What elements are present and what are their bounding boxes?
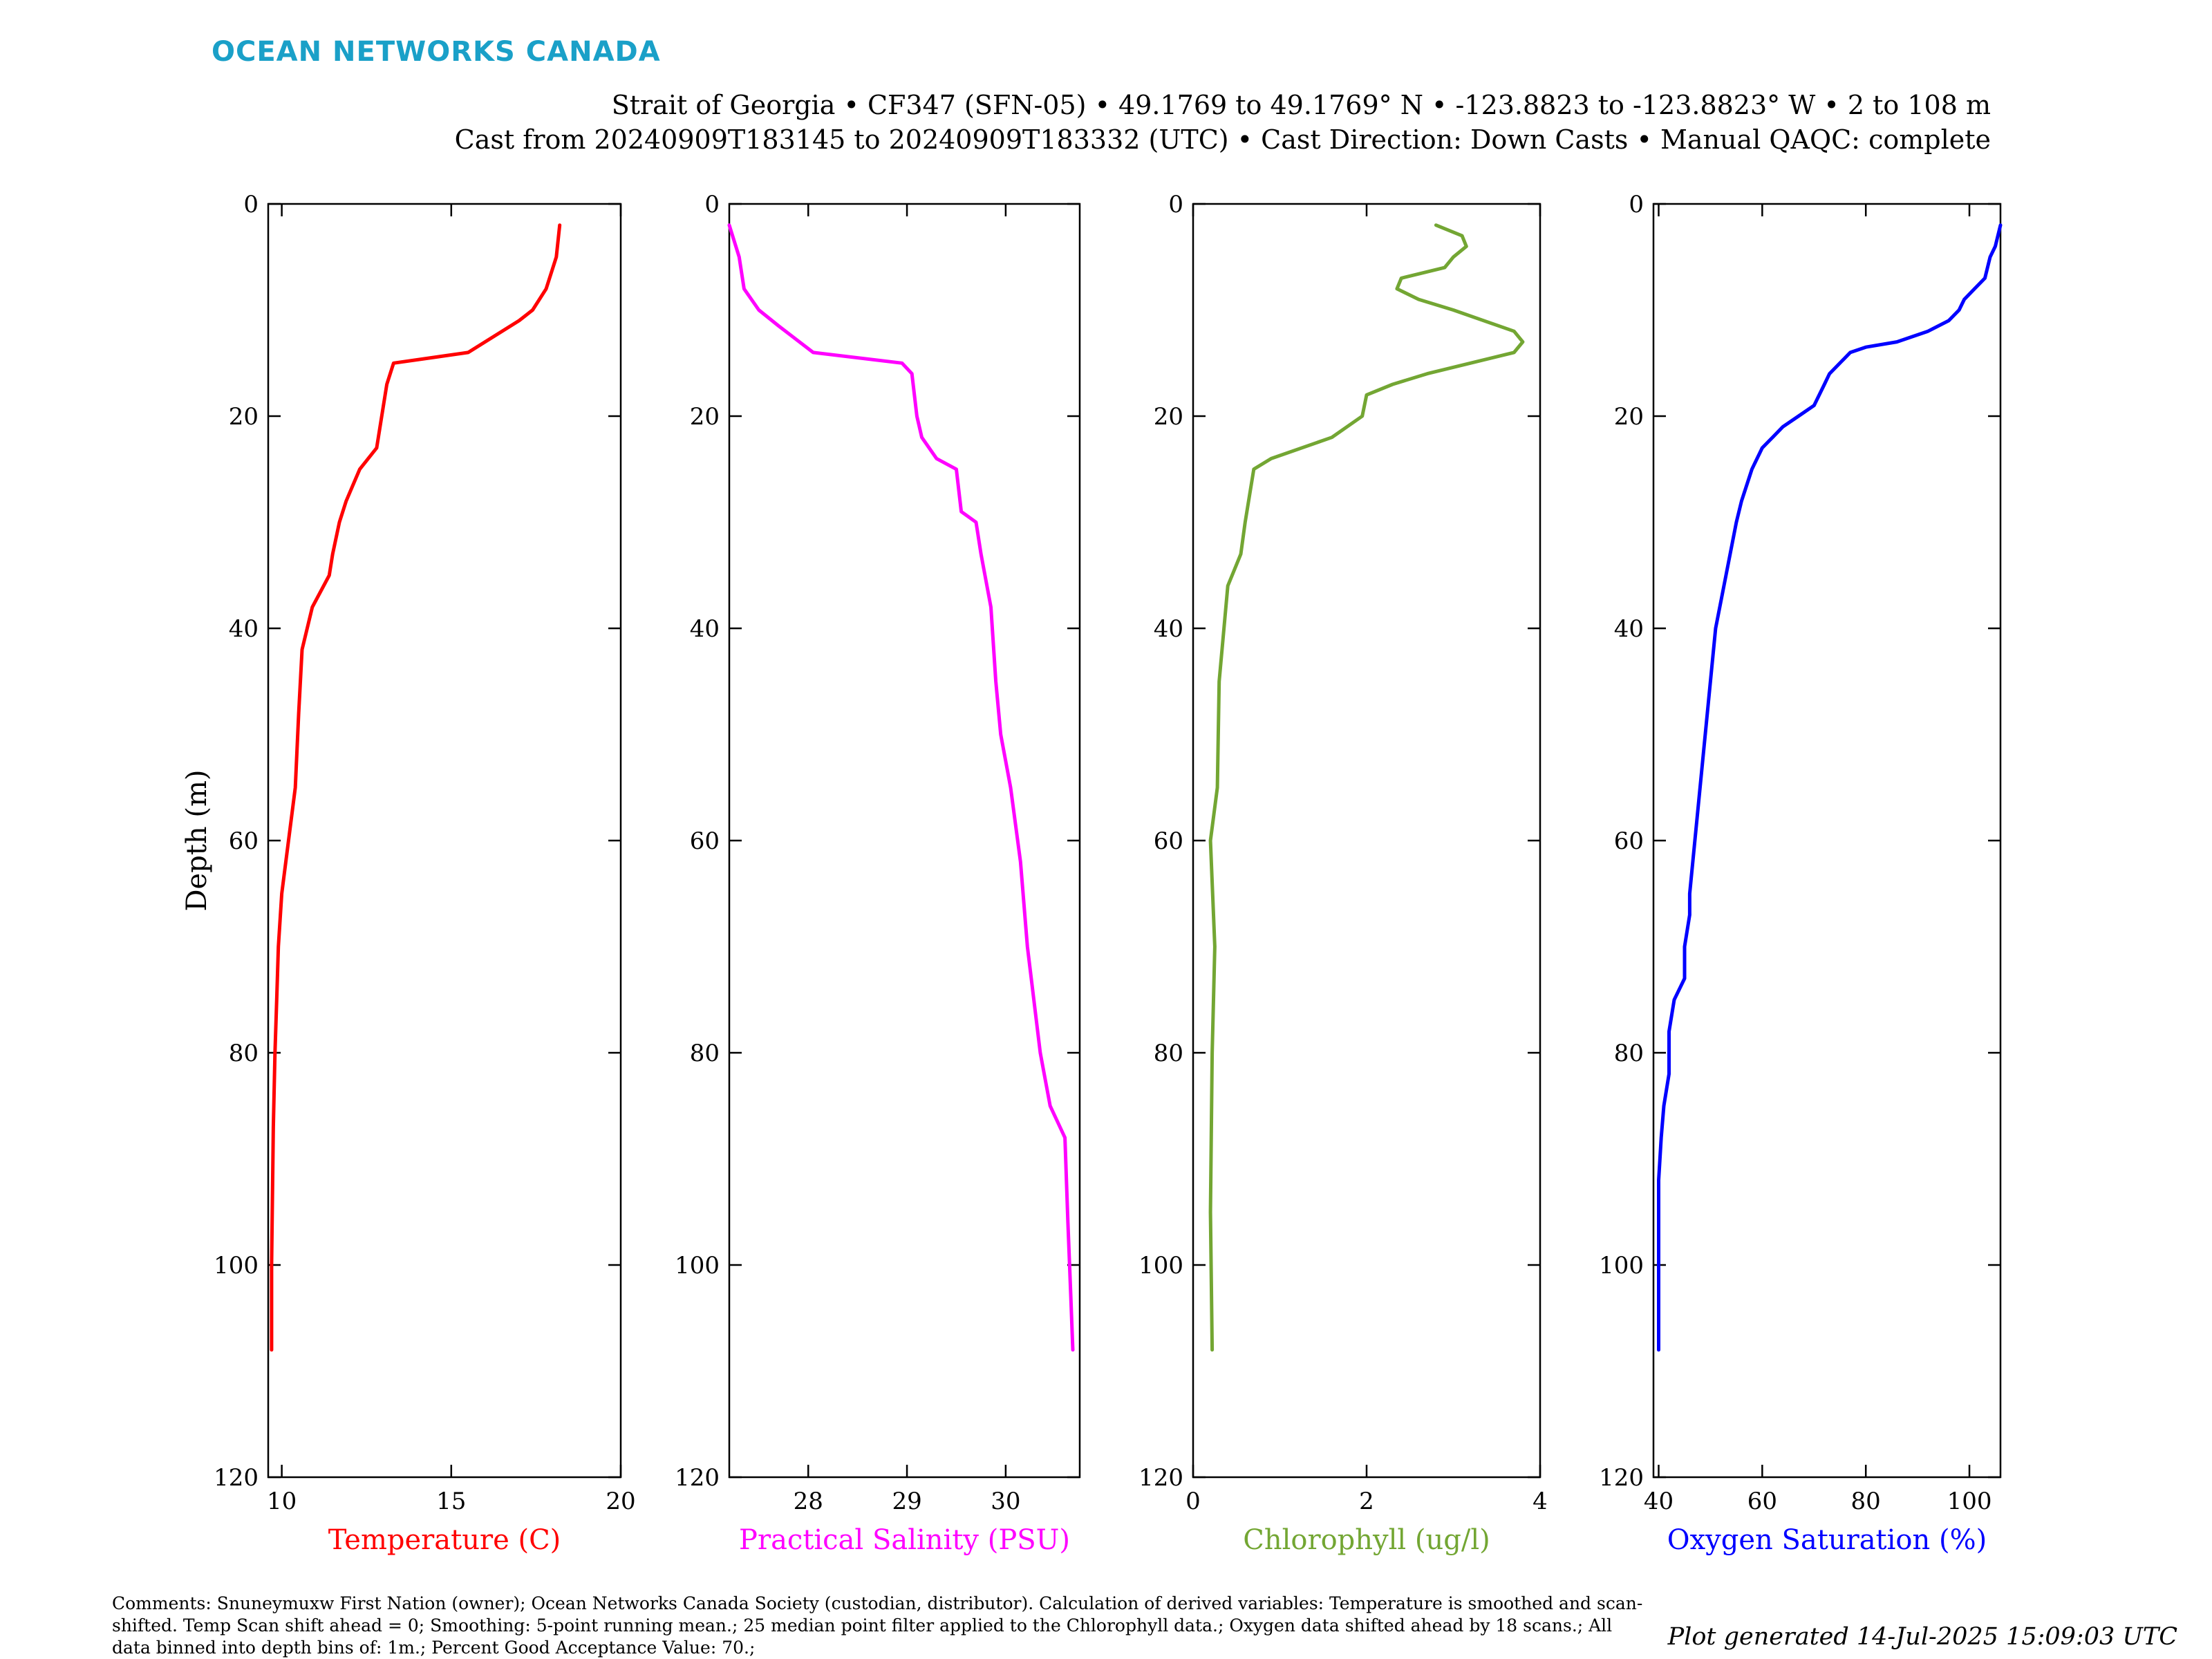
y-tick-label: 120 <box>1599 1464 1644 1492</box>
y-tick-label: 100 <box>1599 1252 1644 1280</box>
x-axis-label: Oxygen Saturation (%) <box>1667 1524 1987 1556</box>
profile-line-2 <box>727 223 1075 1352</box>
plot-frame <box>728 203 1081 1479</box>
y-tick-label: 0 <box>704 191 720 218</box>
y-tick-label: 80 <box>229 1040 259 1067</box>
profile-line-4 <box>1657 223 2003 1352</box>
y-tick-label: 80 <box>1614 1040 1644 1067</box>
y-tick-label: 120 <box>675 1464 720 1492</box>
y-tick-label: 100 <box>675 1252 720 1280</box>
x-tick-label: 0 <box>1185 1488 1201 1515</box>
x-tick-label: 15 <box>436 1488 466 1515</box>
y-tick-label: 0 <box>243 191 259 218</box>
x-tick-label: 4 <box>1533 1488 1548 1515</box>
y-tick-label: 80 <box>690 1040 720 1067</box>
y-tick-label: 40 <box>690 615 720 643</box>
x-tick-label: 29 <box>892 1488 921 1515</box>
comments-text: Comments: Snuneymuxw First Nation (owner… <box>112 1593 1643 1658</box>
y-tick-label: 60 <box>690 827 720 855</box>
y-axis-label: Depth (m) <box>181 769 213 911</box>
x-tick-label: 2 <box>1359 1488 1374 1515</box>
x-tick-label: 60 <box>1747 1488 1777 1515</box>
profile-line-3 <box>1208 223 1525 1352</box>
x-axis-label: Chlorophyll (ug/l) <box>1243 1524 1490 1556</box>
y-tick-label: 120 <box>214 1464 259 1492</box>
profile-line-1 <box>270 223 562 1352</box>
y-tick-label: 100 <box>214 1252 259 1280</box>
y-tick-label: 0 <box>1629 191 1644 218</box>
y-tick-label: 60 <box>1154 827 1183 855</box>
x-tick-label: 80 <box>1851 1488 1881 1515</box>
plot-frame <box>267 203 622 1479</box>
x-tick-label: 28 <box>794 1488 823 1515</box>
plot-generated-timestamp: Plot generated 14-Jul-2025 15:09:03 UTC <box>1667 1623 2177 1651</box>
x-axis-label: Practical Salinity (PSU) <box>739 1524 1070 1556</box>
header-cast-line: Cast from 20240909T183145 to 20240909T18… <box>454 124 1991 155</box>
x-tick-label: 10 <box>267 1488 297 1515</box>
y-tick-label: 120 <box>1138 1464 1183 1492</box>
y-tick-label: 40 <box>1154 615 1183 643</box>
x-tick-label: 100 <box>1947 1488 1992 1515</box>
y-tick-label: 40 <box>229 615 259 643</box>
y-tick-label: 80 <box>1154 1040 1183 1067</box>
x-tick-label: 40 <box>1644 1488 1674 1515</box>
y-tick-label: 60 <box>1614 827 1644 855</box>
y-tick-label: 20 <box>1154 403 1183 431</box>
x-tick-label: 20 <box>606 1488 635 1515</box>
y-tick-label: 60 <box>229 827 259 855</box>
y-tick-label: 20 <box>690 403 720 431</box>
y-tick-label: 100 <box>1138 1252 1183 1280</box>
header-location-line: Strait of Georgia • CF347 (SFN-05) • 49.… <box>611 90 1991 120</box>
x-tick-label: 30 <box>991 1488 1020 1515</box>
y-tick-label: 20 <box>229 403 259 431</box>
plot-frame <box>1652 203 2002 1479</box>
y-tick-label: 40 <box>1614 615 1644 643</box>
y-tick-label: 0 <box>1168 191 1183 218</box>
y-tick-label: 20 <box>1614 403 1644 431</box>
x-axis-label: Temperature (C) <box>328 1524 561 1556</box>
brand-logo: OCEAN NETWORKS CANADA <box>212 36 661 68</box>
